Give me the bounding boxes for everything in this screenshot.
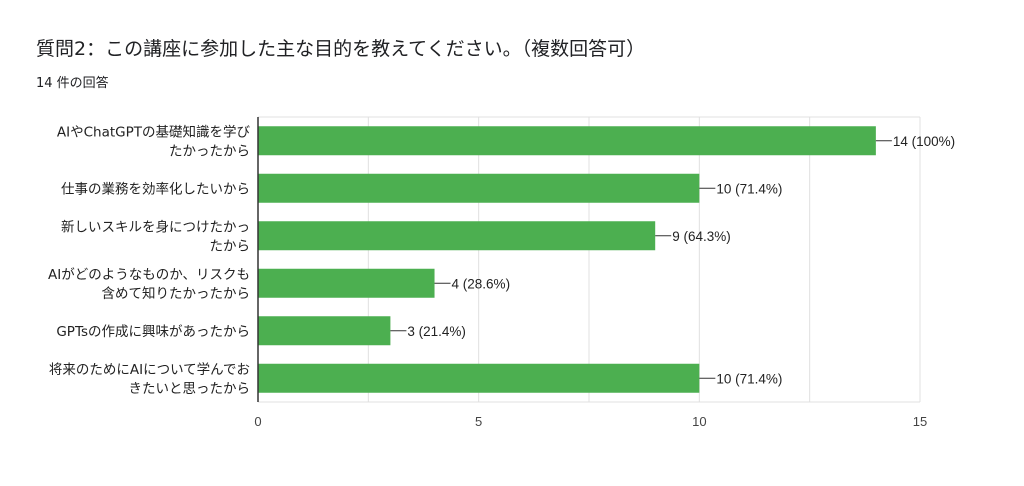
question-title: 質問2：この講座に参加した主な目的を教えてください。（複数回答可） [36, 38, 646, 60]
x-tick-label: 0 [254, 414, 261, 429]
bar [258, 363, 700, 393]
x-tick-label: 15 [913, 414, 927, 429]
data-label: 10 (71.4%) [716, 371, 782, 386]
bar [258, 126, 876, 156]
data-label: 3 (21.4%) [407, 324, 466, 339]
bar [258, 221, 656, 251]
category-label: たかったから [169, 143, 250, 159]
x-tick-label: 5 [475, 414, 482, 429]
category-label: きたいと思ったから [129, 381, 251, 397]
data-label: 9 (64.3%) [672, 229, 731, 244]
category-label: 仕事の業務を効率化したいから [61, 180, 250, 197]
data-label: 10 (71.4%) [716, 181, 782, 196]
bar [258, 316, 391, 346]
bar [258, 268, 435, 298]
data-label: 4 (28.6%) [452, 276, 511, 291]
category-label: 将来のためにAIについて学んでお [49, 362, 250, 378]
category-label: GPTsの作成に興味があったから [56, 324, 250, 340]
response-count: 14 件の回答 [36, 76, 109, 91]
bar [258, 173, 700, 203]
category-label: AIがどのようなものか、リスクも [48, 267, 250, 283]
category-label: AIやChatGPTの基礎知識を学び [57, 123, 251, 140]
category-label: たから [210, 238, 251, 254]
data-label: 14 (100%) [893, 134, 955, 149]
x-tick-label: 10 [692, 414, 706, 429]
category-label: 新しいスキルを身につけたかっ [61, 219, 250, 235]
category-label: 含めて知りたかったから [102, 285, 251, 302]
